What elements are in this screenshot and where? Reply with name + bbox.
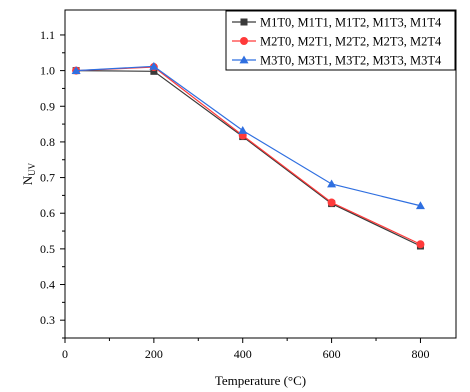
legend-label: M2T0, M2T1, M2T2, M2T3, M2T4	[260, 35, 442, 49]
data-point	[149, 61, 159, 70]
data-point	[327, 179, 337, 188]
data-point	[416, 240, 425, 249]
legend-marker	[240, 37, 248, 45]
series-2	[72, 63, 425, 249]
data-point	[71, 66, 81, 74]
x-tick-label: 400	[234, 347, 252, 361]
x-axis-title: Temperature (°C)	[215, 373, 306, 388]
series-1	[72, 67, 424, 250]
x-tick-label: 200	[145, 347, 163, 361]
y-tick-label: 1.1	[40, 28, 55, 42]
axis-ticks: 0 200 400 600 800 0.3 0.4 0.5 0.6 0.7 0.8 0.9 1.0 1.1	[40, 28, 429, 361]
legend-marker	[239, 55, 249, 64]
legend-label: M1T0, M1T1, M1T2, M1T3, M1T4	[260, 16, 442, 30]
legend-box	[225, 10, 456, 71]
y-tick-label: 0.4	[40, 278, 55, 292]
data-point	[415, 201, 425, 210]
x-tick-label: 600	[323, 347, 341, 361]
legend-marker	[240, 18, 248, 26]
data-point	[327, 198, 336, 207]
y-axis-title-subscript: UV	[27, 162, 37, 175]
legend-label: M3T0, M3T1, M3T2, M3T3, M3T4	[260, 54, 442, 68]
series-3	[71, 61, 425, 210]
y-tick-label: 1.0	[40, 64, 55, 78]
y-axis-title-main: N	[20, 175, 35, 185]
plot-frame	[64, 9, 457, 339]
y-tick-label: 0.3	[40, 313, 55, 327]
x-tick-label: 800	[411, 347, 429, 361]
y-tick-label: 0.9	[40, 99, 55, 113]
data-point	[150, 67, 158, 75]
y-tick-label: 0.5	[40, 242, 55, 256]
x-tick-label: 0	[62, 347, 68, 361]
data-point	[238, 126, 248, 134]
y-tick-label: 0.6	[40, 206, 55, 220]
series-line	[76, 66, 421, 245]
chart-legend: M1T0, M1T1, M1T2, M1T3, M1T4 M2T0, M2T1, …	[225, 10, 456, 71]
chart-series	[71, 61, 425, 250]
y-axis-title: NUV	[20, 162, 37, 185]
y-tick-label: 0.7	[40, 171, 55, 185]
series-line	[76, 65, 421, 207]
y-tick-label: 0.8	[40, 135, 55, 149]
